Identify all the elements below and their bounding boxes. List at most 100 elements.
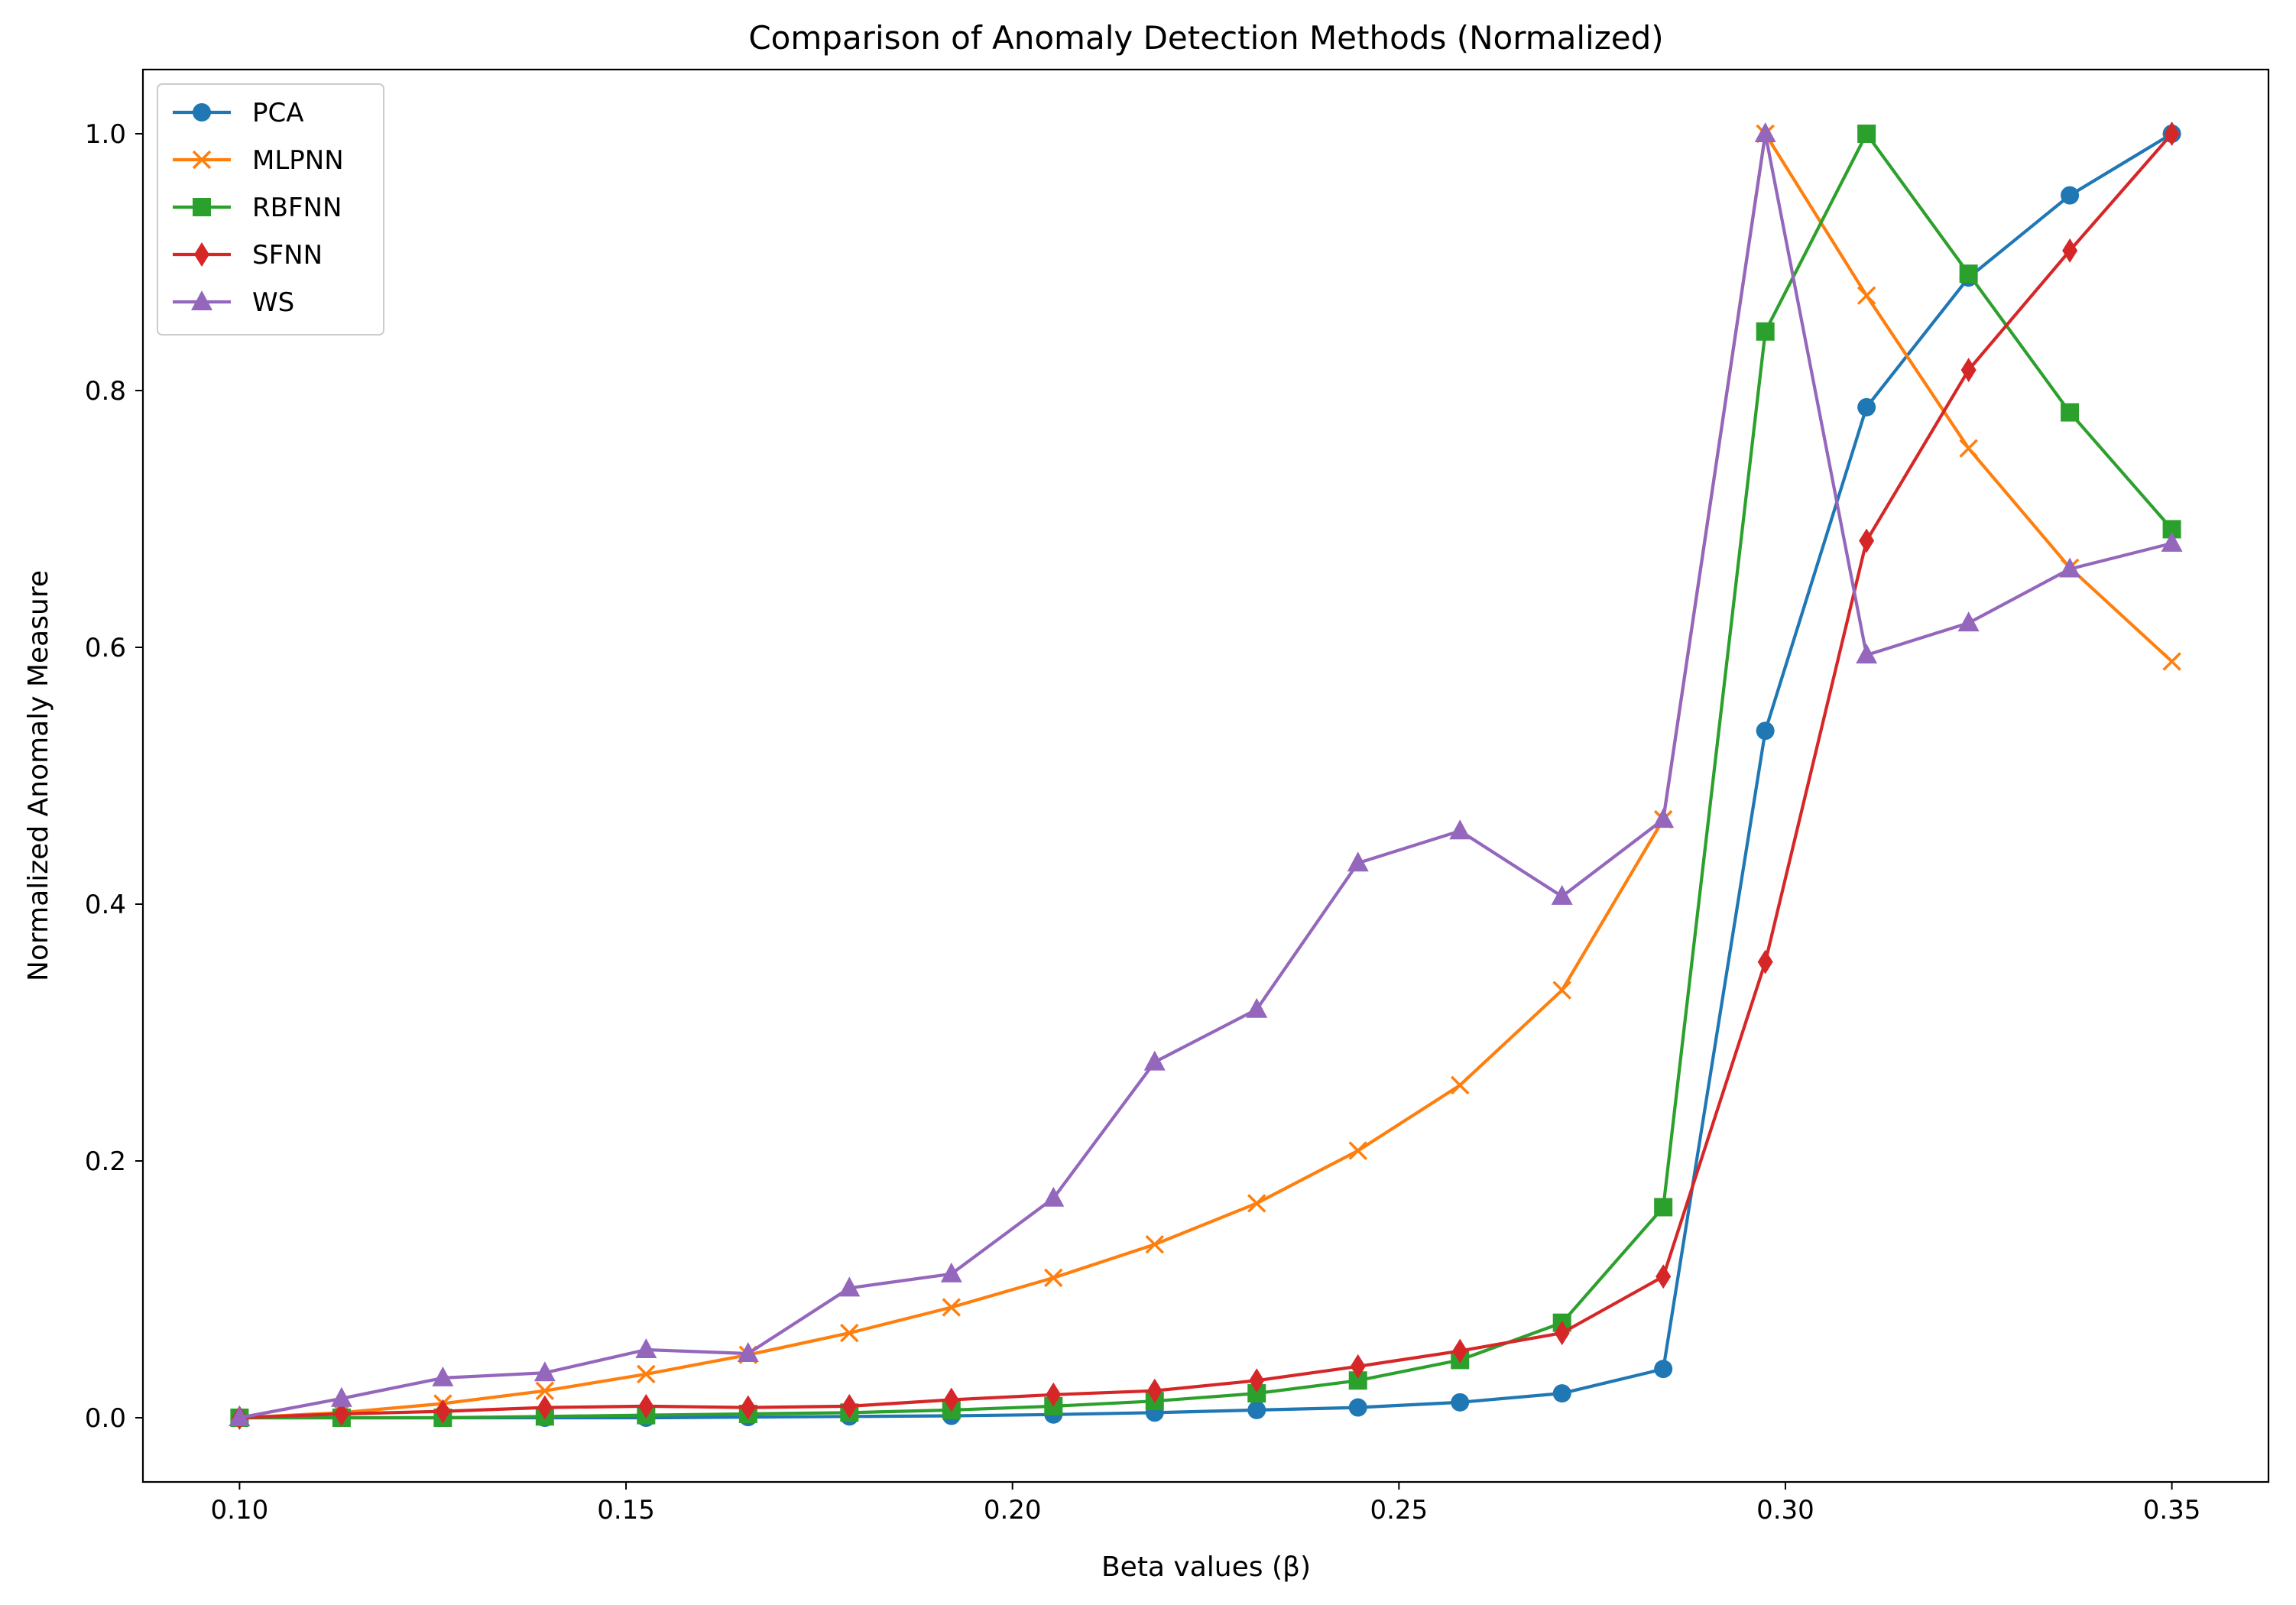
data-point-sfnn-9 xyxy=(1146,1378,1163,1403)
data-point-ws-6 xyxy=(838,1276,861,1297)
data-point-ws-5 xyxy=(737,1342,759,1362)
data-point-mlpnn-10 xyxy=(1247,1194,1266,1213)
legend-label-sfnn: SFNN xyxy=(252,240,323,271)
data-point-ws-14 xyxy=(1652,808,1675,828)
data-point-sfnn-18 xyxy=(2062,238,2078,263)
y-tick-label: 0.6 xyxy=(85,633,126,663)
legend-item-pca: PCA xyxy=(173,98,304,128)
x-axis: 0.10 0.15 0.20 0.25 0.30 0.35 xyxy=(211,1482,2201,1526)
x-axis-label: Beta values (β) xyxy=(1101,1552,1311,1583)
legend-item-sfnn: SFNN xyxy=(173,240,323,271)
data-point-ws-10 xyxy=(1246,997,1268,1018)
data-point-mlpnn-19 xyxy=(2162,652,2181,671)
data-point-pca-13 xyxy=(1552,1384,1571,1403)
data-point-sfnn-2 xyxy=(435,1399,451,1424)
data-point-ws-0 xyxy=(229,1406,251,1426)
series-ws xyxy=(229,122,2183,1426)
data-point-pca-18 xyxy=(2061,186,2080,205)
y-axis: 0.0 0.2 0.4 0.6 0.8 1.0 xyxy=(85,119,143,1434)
data-point-sfnn-11 xyxy=(1350,1354,1366,1379)
data-point-ws-2 xyxy=(432,1366,454,1386)
data-point-ws-4 xyxy=(635,1338,657,1358)
legend-label-mlpnn: MLPNN xyxy=(252,145,344,176)
x-tick-label: 0.20 xyxy=(984,1495,1042,1526)
data-point-mlpnn-16 xyxy=(1857,286,1876,305)
data-point-sfnn-6 xyxy=(842,1393,858,1419)
data-point-ws-18 xyxy=(2059,557,2081,578)
legend-marker-ws xyxy=(191,290,212,310)
x-tick-label: 0.15 xyxy=(597,1495,655,1526)
data-point-ws-15 xyxy=(1754,122,1776,142)
data-point-sfnn-5 xyxy=(740,1395,756,1420)
data-point-sfnn-8 xyxy=(1046,1382,1062,1407)
data-point-ws-16 xyxy=(1856,644,1878,664)
data-point-mlpnn-6 xyxy=(840,1323,859,1343)
y-tick-label: 0.2 xyxy=(85,1146,126,1177)
legend-item-mlpnn: MLPNN xyxy=(173,145,344,176)
x-tick-label: 0.30 xyxy=(1756,1495,1814,1526)
data-point-ws-11 xyxy=(1347,851,1369,872)
legend-marker-pca xyxy=(193,103,211,122)
data-point-mlpnn-7 xyxy=(942,1298,962,1317)
data-point-ws-12 xyxy=(1449,819,1471,840)
data-point-sfnn-7 xyxy=(943,1387,959,1412)
y-tick-label: 0.0 xyxy=(85,1403,126,1434)
data-point-ws-13 xyxy=(1551,884,1573,905)
data-point-sfnn-12 xyxy=(1452,1338,1468,1363)
legend-label-ws: WS xyxy=(252,287,294,318)
data-point-ws-7 xyxy=(940,1262,962,1282)
chart-title: Comparison of Anomaly Detection Methods … xyxy=(748,19,1663,57)
data-point-rbfnn-15 xyxy=(1756,322,1775,341)
legend-label-rbfnn: RBFNN xyxy=(252,193,342,223)
data-point-mlpnn-11 xyxy=(1348,1141,1367,1160)
y-axis-label: Normalized Anomaly Measure xyxy=(23,570,54,981)
series-sfnn xyxy=(232,122,2180,1430)
y-tick-label: 1.0 xyxy=(85,119,126,150)
x-tick-label: 0.35 xyxy=(2143,1495,2201,1526)
series-line-rbfnn xyxy=(238,131,2174,1420)
data-point-mlpnn-13 xyxy=(1552,981,1571,1000)
data-point-mlpnn-17 xyxy=(1959,439,1978,458)
legend-marker-mlpnn xyxy=(192,150,212,170)
x-tick-label: 0.10 xyxy=(211,1495,269,1526)
data-point-ws-17 xyxy=(1957,611,1980,632)
data-point-sfnn-19 xyxy=(2164,122,2180,146)
series-line-mlpnn xyxy=(238,131,2174,1420)
data-point-sfnn-3 xyxy=(537,1395,553,1420)
data-point-ws-9 xyxy=(1143,1050,1166,1071)
legend-marker-rbfnn xyxy=(193,198,211,216)
data-point-pca-14 xyxy=(1654,1360,1673,1379)
data-point-sfnn-1 xyxy=(333,1401,349,1426)
legend: PCA MLPNN RBFNN SFNN WS xyxy=(157,83,384,336)
legend-label-pca: PCA xyxy=(252,98,304,128)
data-point-mlpnn-3 xyxy=(535,1381,555,1400)
data-point-ws-19 xyxy=(2161,531,2183,552)
data-point-ws-8 xyxy=(1043,1186,1065,1207)
data-point-mlpnn-4 xyxy=(637,1364,656,1384)
data-point-ws-3 xyxy=(533,1361,556,1382)
data-point-sfnn-16 xyxy=(1859,528,1875,553)
data-point-sfnn-17 xyxy=(1960,358,1977,383)
data-point-rbfnn-16 xyxy=(1857,125,1876,143)
data-point-pca-10 xyxy=(1247,1400,1266,1419)
data-point-ws-1 xyxy=(330,1386,352,1407)
x-tick-label: 0.25 xyxy=(1370,1495,1428,1526)
data-point-rbfnn-14 xyxy=(1654,1198,1673,1217)
data-point-pca-16 xyxy=(1857,397,1876,417)
legend-item-rbfnn: RBFNN xyxy=(173,193,342,223)
data-point-pca-12 xyxy=(1451,1393,1470,1412)
data-point-mlpnn-12 xyxy=(1450,1075,1470,1095)
data-point-mlpnn-8 xyxy=(1044,1268,1063,1288)
data-point-sfnn-15 xyxy=(1757,949,1773,974)
data-point-sfnn-4 xyxy=(638,1393,654,1419)
data-point-sfnn-10 xyxy=(1249,1368,1265,1393)
data-point-sfnn-13 xyxy=(1554,1321,1570,1346)
data-point-rbfnn-17 xyxy=(1959,264,1978,284)
legend-item-ws: WS xyxy=(173,287,294,318)
axes-frame xyxy=(141,68,2270,1483)
series-line-sfnn xyxy=(238,131,2174,1420)
series-line-ws xyxy=(238,131,2174,1420)
plot-area xyxy=(229,122,2183,1430)
y-tick-label: 0.8 xyxy=(85,376,126,407)
